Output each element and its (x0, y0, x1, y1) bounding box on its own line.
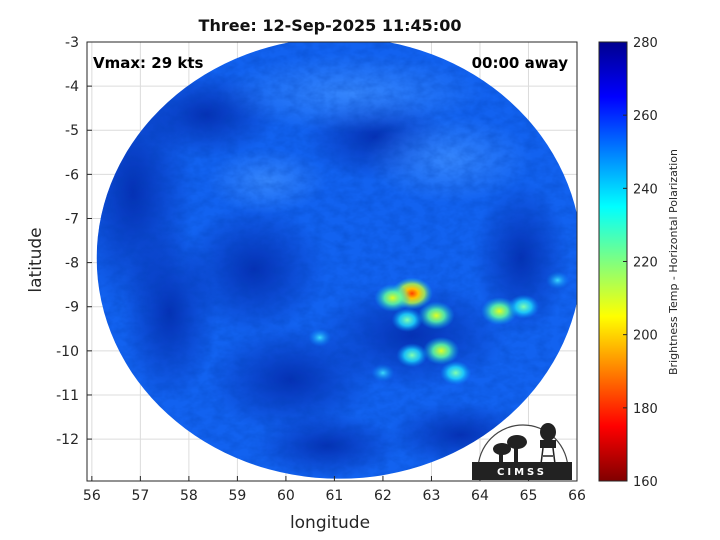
warm-feature (396, 343, 428, 368)
y-axis-ticks: -3 -4 -5 -6 -7 -8 -9 -10 -11 -12 (56, 35, 92, 448)
y-tick-label: -8 (65, 256, 79, 272)
colorbar (598, 41, 628, 482)
x-tick-label: 65 (520, 488, 538, 504)
warm-feature (545, 271, 570, 290)
water-tower-icon (540, 423, 556, 441)
x-tick-label: 57 (131, 488, 149, 504)
x-axis-ticks: 56 57 58 59 60 61 62 63 64 65 66 (83, 476, 586, 504)
warm-feature (440, 360, 472, 385)
warm-feature (374, 283, 411, 312)
colorbar-tick-label: 240 (633, 182, 658, 197)
x-tick-label: 56 (83, 488, 101, 504)
colorbar-tick-label: 200 (633, 329, 658, 344)
y-tick-label: -5 (65, 123, 79, 139)
warm-feature (371, 363, 395, 382)
y-tick-label: -7 (65, 211, 79, 227)
logo-label: CIMSS (497, 467, 547, 478)
colorbar-tick-label: 220 (633, 256, 658, 271)
x-tick-label: 64 (471, 488, 489, 504)
y-tick-label: -11 (56, 388, 79, 404)
y-tick-label: -10 (56, 344, 79, 360)
cimss-logo: CIMSS (472, 423, 572, 480)
colorbar-ticks: 280 260 240 220 200 180 160 (623, 36, 658, 490)
away-annotation: 00:00 away (472, 54, 569, 72)
colorbar-tick-label: 280 (633, 36, 658, 51)
x-tick-label: 58 (180, 488, 198, 504)
x-tick-label: 59 (228, 488, 246, 504)
colorbar-tick-label: 260 (633, 109, 658, 124)
satellite-dish-icon (507, 435, 527, 449)
y-tick-label: -4 (65, 79, 79, 95)
colorbar-label: Brightness Temp - Horizontal Polarizatio… (667, 149, 680, 375)
warm-feature (391, 307, 423, 332)
x-tick-label: 63 (423, 488, 441, 504)
y-axis-label: latitude (26, 227, 46, 292)
y-tick-label: -6 (65, 167, 79, 183)
x-axis-label: longitude (290, 513, 370, 533)
vmax-annotation: Vmax: 29 kts (93, 54, 203, 72)
x-tick-label: 66 (568, 488, 586, 504)
colorbar-tick-label: 180 (633, 402, 658, 417)
plot-border (86, 41, 578, 482)
y-tick-label: -3 (65, 35, 79, 51)
warm-feature (508, 294, 540, 319)
warm-feature (418, 301, 455, 330)
x-tick-label: 61 (326, 488, 344, 504)
plot-title: Three: 12-Sep-2025 11:45:00 (199, 16, 462, 35)
colorbar-tick-label: 160 (633, 475, 658, 490)
warm-feature (308, 328, 332, 347)
x-tick-label: 62 (374, 488, 392, 504)
microwave-swath (96, 42, 577, 479)
warm-feature (422, 336, 460, 365)
y-tick-label: -12 (56, 432, 79, 448)
satellite-dish-icon (493, 443, 511, 455)
x-tick-label: 60 (277, 488, 295, 504)
y-tick-label: -9 (65, 300, 79, 316)
